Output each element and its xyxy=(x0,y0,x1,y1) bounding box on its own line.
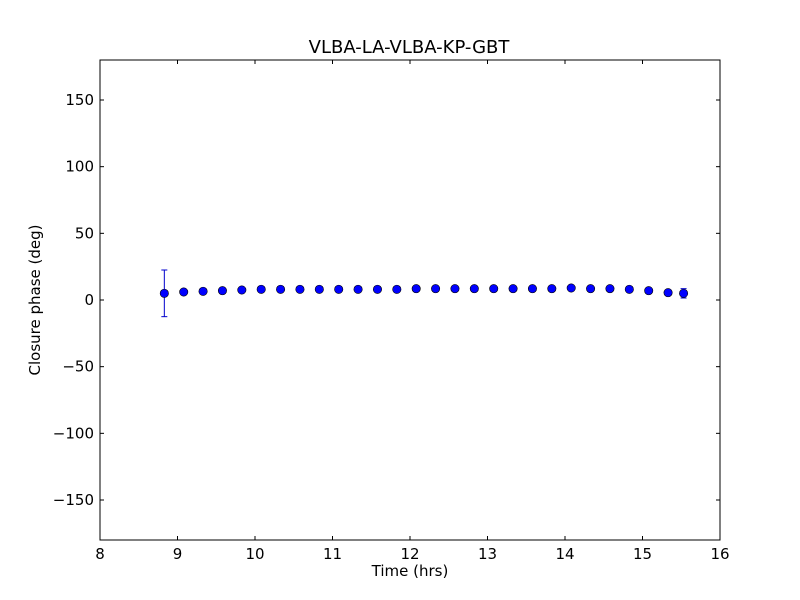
y-tick-label: −150 xyxy=(53,491,94,509)
data-point xyxy=(547,284,557,294)
data-point xyxy=(217,286,227,296)
data-points xyxy=(159,283,689,298)
x-tick-label: 11 xyxy=(323,545,342,563)
x-axis-label: Time (hrs) xyxy=(371,562,449,580)
data-point xyxy=(431,284,441,294)
x-tick-label: 8 xyxy=(95,545,105,563)
data-point xyxy=(198,286,208,296)
data-point xyxy=(372,284,382,294)
data-point xyxy=(644,286,654,296)
x-axis-ticks: 8 9 10 11 12 13 14 15 16 xyxy=(95,60,730,563)
data-point xyxy=(256,284,266,294)
x-tick-label: 13 xyxy=(478,545,497,563)
data-point xyxy=(334,284,344,294)
y-tick-label: 100 xyxy=(65,158,94,176)
data-point xyxy=(527,284,537,294)
data-point xyxy=(353,284,363,294)
x-tick-label: 14 xyxy=(555,545,574,563)
y-axis-ticks: −150 −100 −50 0 50 100 150 xyxy=(53,91,720,509)
data-point xyxy=(663,288,673,298)
y-axis-label: Closure phase (deg) xyxy=(26,225,44,376)
data-point xyxy=(159,288,169,298)
data-point xyxy=(295,284,305,294)
y-tick-label: 150 xyxy=(65,91,94,109)
data-point xyxy=(679,288,689,298)
data-point xyxy=(450,284,460,294)
plot-frame xyxy=(99,59,721,541)
data-point xyxy=(314,284,324,294)
data-point xyxy=(237,285,247,295)
data-point xyxy=(605,284,615,294)
x-tick-label: 9 xyxy=(173,545,183,563)
data-point xyxy=(566,283,576,293)
chart-title: VLBA-LA-VLBA-KP-GBT xyxy=(309,37,511,58)
data-point xyxy=(586,284,596,294)
data-point xyxy=(179,287,189,297)
data-point xyxy=(276,284,286,294)
y-tick-label: −50 xyxy=(62,358,94,376)
data-point xyxy=(469,284,479,294)
x-tick-label: 10 xyxy=(245,545,264,563)
data-point xyxy=(392,284,402,294)
data-point xyxy=(624,284,634,294)
data-point xyxy=(489,284,499,294)
data-point xyxy=(508,284,518,294)
x-tick-label: 15 xyxy=(633,545,652,563)
x-tick-label: 16 xyxy=(710,545,729,563)
data-point xyxy=(411,284,421,294)
y-tick-label: 0 xyxy=(84,291,94,309)
y-tick-label: −100 xyxy=(53,424,94,442)
x-tick-label: 12 xyxy=(400,545,419,563)
y-tick-label: 50 xyxy=(75,224,94,242)
